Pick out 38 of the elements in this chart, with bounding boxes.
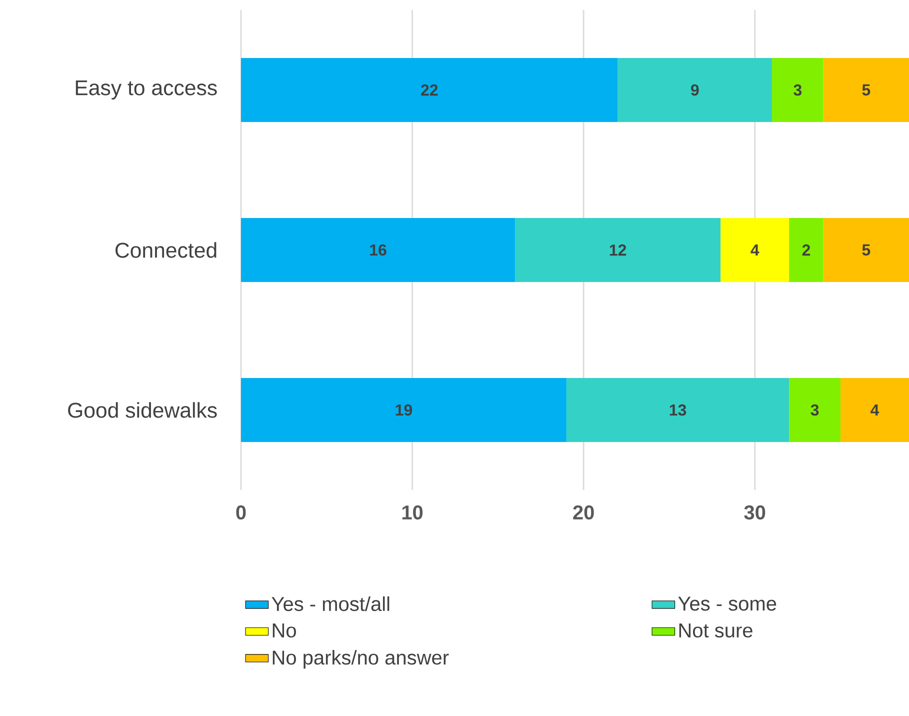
y-tick-label: Connected <box>116 242 216 258</box>
legend-label: Not sure <box>679 624 752 638</box>
legend-label: No <box>272 624 296 638</box>
bar <box>772 58 824 122</box>
legend-label: No parks/no answer <box>272 650 449 669</box>
data-label: 3 <box>810 404 819 416</box>
x-tick-label: 10 <box>402 505 423 520</box>
bar <box>241 378 566 442</box>
bar <box>241 58 618 122</box>
bar <box>823 218 909 282</box>
data-label: 13 <box>670 404 686 416</box>
x-tick-label: 20 <box>573 505 594 520</box>
bar <box>720 218 790 282</box>
bar <box>789 218 824 282</box>
data-label: 3 <box>794 84 802 96</box>
y-tick-label: Easy to access <box>76 80 217 100</box>
data-label: 5 <box>862 84 870 96</box>
x-tick-label: 30 <box>744 505 766 520</box>
bar <box>241 218 516 282</box>
bar <box>566 378 790 442</box>
data-label: 2 <box>802 244 810 256</box>
data-label: 4 <box>870 404 880 416</box>
bar <box>789 378 840 442</box>
bar <box>840 378 909 442</box>
data-label: 12 <box>610 244 626 256</box>
data-label: 16 <box>370 244 386 256</box>
data-label: 9 <box>691 84 699 96</box>
data-label: 5 <box>862 244 870 256</box>
x-tick-label: 0 <box>236 505 246 520</box>
y-tick-label: Good sidewalks <box>68 402 217 418</box>
bar <box>823 58 909 122</box>
bar <box>618 58 772 122</box>
data-label: 22 <box>421 84 438 96</box>
data-label: 4 <box>750 244 760 256</box>
bar <box>515 218 721 282</box>
legend-label: Yes - most/all <box>272 596 390 612</box>
data-label: 19 <box>396 404 412 416</box>
legend-label: Yes - some <box>678 596 776 611</box>
